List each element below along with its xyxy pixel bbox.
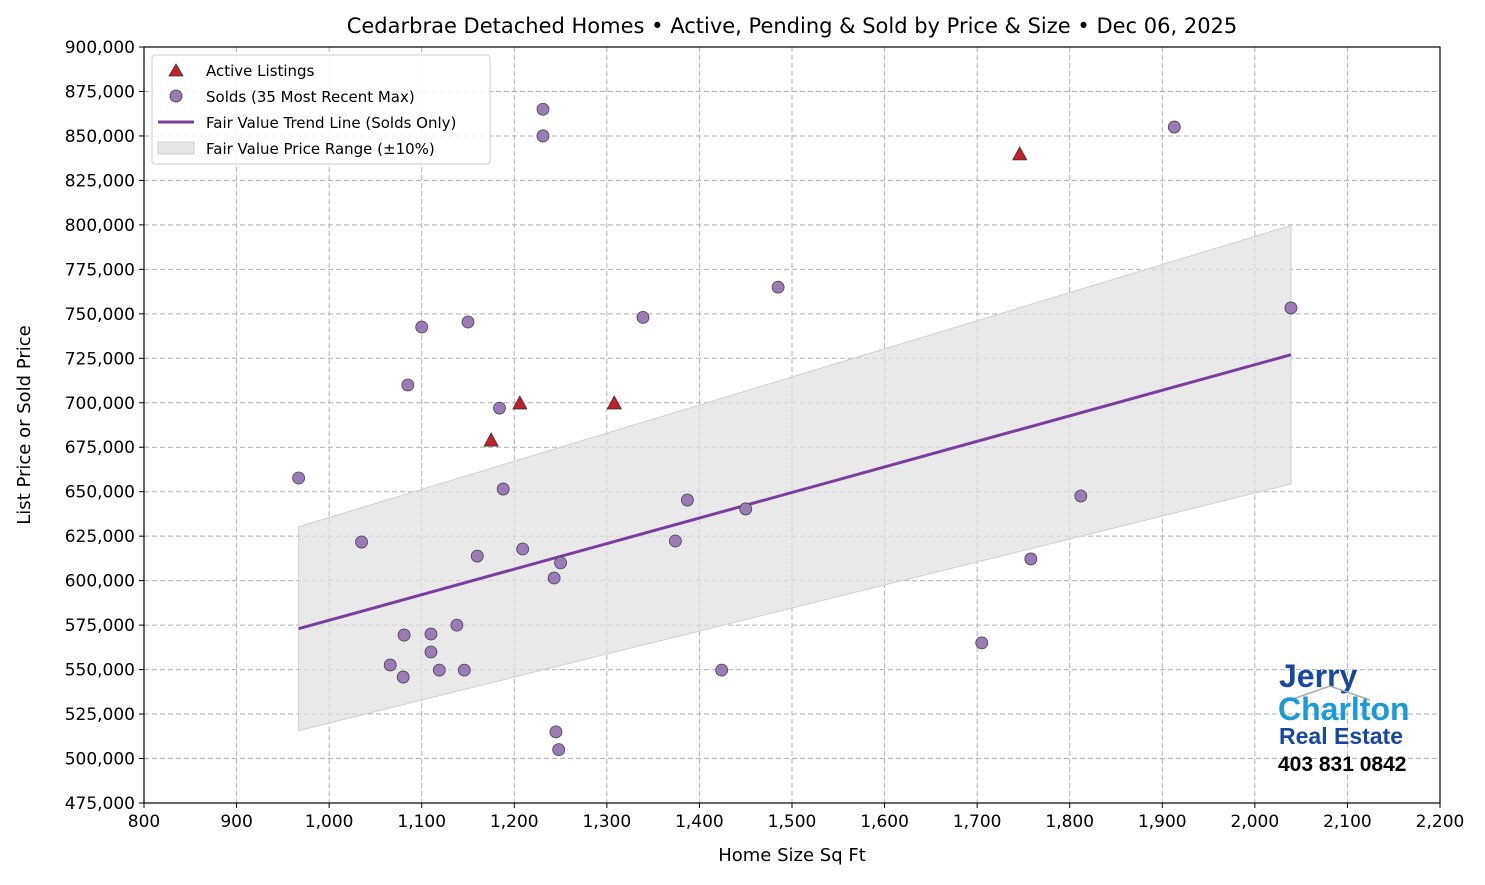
sold-point bbox=[715, 663, 729, 677]
sold-point bbox=[1167, 120, 1181, 134]
x-tick-label: 1,600 bbox=[860, 812, 909, 832]
sold-point bbox=[680, 493, 694, 507]
sold-point bbox=[415, 320, 429, 334]
y-tick-label: 500,000 bbox=[65, 750, 135, 770]
legend-solds: Solds (35 Most Recent Max) bbox=[206, 88, 415, 106]
sold-point bbox=[401, 378, 415, 392]
y-tick-label: 775,000 bbox=[65, 260, 135, 280]
trend-line bbox=[298, 353, 1292, 631]
sold-point bbox=[739, 502, 753, 516]
legend-range: Fair Value Price Range (±10%) bbox=[206, 140, 435, 158]
sold-point bbox=[496, 482, 510, 496]
legend-band-icon bbox=[157, 141, 195, 155]
y-tick-label: 825,000 bbox=[65, 171, 135, 191]
active-point bbox=[483, 432, 499, 447]
x-tick-label: 1,100 bbox=[397, 812, 446, 832]
sold-point bbox=[493, 401, 506, 415]
sold-point bbox=[552, 743, 566, 757]
roof-icon bbox=[1289, 685, 1371, 701]
fair-value-band bbox=[298, 224, 1292, 732]
y-axis-label: List Price or Sold Price bbox=[14, 325, 35, 524]
sold-point bbox=[397, 628, 411, 642]
y-tick-label: 875,000 bbox=[65, 82, 135, 102]
legend-trend: Fair Value Trend Line (Solds Only) bbox=[206, 114, 456, 132]
sold-point bbox=[432, 663, 446, 677]
x-axis-label: Home Size Sq Ft bbox=[718, 845, 866, 866]
active-point bbox=[512, 395, 528, 410]
sold-point bbox=[450, 618, 464, 632]
sold-point bbox=[1074, 489, 1088, 503]
sold-point bbox=[536, 129, 550, 143]
active-point bbox=[1012, 146, 1028, 161]
x-tick-label: 2,200 bbox=[1416, 812, 1465, 832]
x-tick-label: 900 bbox=[220, 812, 252, 832]
y-tick-label: 725,000 bbox=[65, 349, 135, 369]
y-tick-label: 475,000 bbox=[65, 794, 135, 814]
x-tick-label: 1,300 bbox=[583, 812, 632, 832]
sold-point bbox=[636, 310, 650, 324]
legend-active: Active Listings bbox=[206, 62, 315, 80]
logo-line1: Jerry bbox=[1279, 658, 1358, 694]
y-tick-label: 700,000 bbox=[65, 394, 135, 414]
y-tick-label: 750,000 bbox=[65, 305, 135, 325]
chart-title: Cedarbrae Detached Homes • Active, Pendi… bbox=[347, 14, 1238, 38]
sold-point bbox=[975, 636, 989, 650]
sold-point bbox=[355, 535, 368, 549]
x-tick-label: 1,000 bbox=[305, 812, 354, 832]
y-tick-label: 575,000 bbox=[65, 616, 135, 636]
sold-point bbox=[461, 315, 475, 329]
y-tick-label: 650,000 bbox=[65, 483, 135, 503]
legend-box bbox=[151, 54, 491, 165]
sold-point bbox=[396, 670, 410, 684]
sold-point bbox=[536, 102, 550, 116]
sold-point bbox=[424, 627, 438, 641]
y-tick-label: 525,000 bbox=[65, 705, 135, 725]
sold-point bbox=[516, 542, 530, 556]
sold-point bbox=[292, 471, 305, 485]
x-tick-label: 1,800 bbox=[1045, 812, 1094, 832]
y-tick-label: 800,000 bbox=[65, 216, 135, 236]
y-tick-label: 850,000 bbox=[65, 127, 135, 147]
x-tick-label: 2,000 bbox=[1231, 812, 1280, 832]
y-tick-label: 625,000 bbox=[65, 527, 135, 547]
x-tick-label: 2,100 bbox=[1323, 812, 1372, 832]
sold-point bbox=[549, 725, 563, 739]
x-tick-label: 1,900 bbox=[1138, 812, 1187, 832]
sold-point bbox=[1284, 301, 1298, 315]
logo: Jerry Charlton Real Estate 403 831 0842 bbox=[1278, 658, 1410, 776]
sold-point bbox=[470, 549, 484, 563]
y-tick-label: 600,000 bbox=[65, 572, 135, 592]
x-tick-label: 1,200 bbox=[490, 812, 539, 832]
sold-point bbox=[668, 534, 682, 548]
x-tick-label: 1,700 bbox=[953, 812, 1002, 832]
x-tick-label: 1,400 bbox=[675, 812, 724, 832]
x-tick-label: 800 bbox=[128, 812, 160, 832]
sold-point bbox=[1024, 552, 1038, 566]
x-tick-label: 1,500 bbox=[768, 812, 817, 832]
y-tick-label: 900,000 bbox=[65, 38, 135, 58]
sold-point bbox=[383, 658, 397, 672]
legend-circle-icon bbox=[169, 89, 183, 103]
logo-phone: 403 831 0842 bbox=[1278, 753, 1406, 776]
y-tick-label: 550,000 bbox=[65, 661, 135, 681]
legend-triangle-icon bbox=[168, 63, 184, 77]
sold-point bbox=[547, 571, 561, 585]
sold-point bbox=[457, 663, 471, 677]
logo-line3: Real Estate bbox=[1279, 723, 1403, 749]
sold-point bbox=[771, 280, 785, 294]
logo-line2: Charlton bbox=[1278, 691, 1410, 727]
y-tick-label: 675,000 bbox=[65, 438, 135, 458]
active-point bbox=[606, 395, 622, 410]
legend: Active Listings Solds (35 Most Recent Ma… bbox=[151, 54, 491, 165]
sold-point bbox=[554, 556, 567, 570]
sold-point bbox=[424, 645, 438, 659]
